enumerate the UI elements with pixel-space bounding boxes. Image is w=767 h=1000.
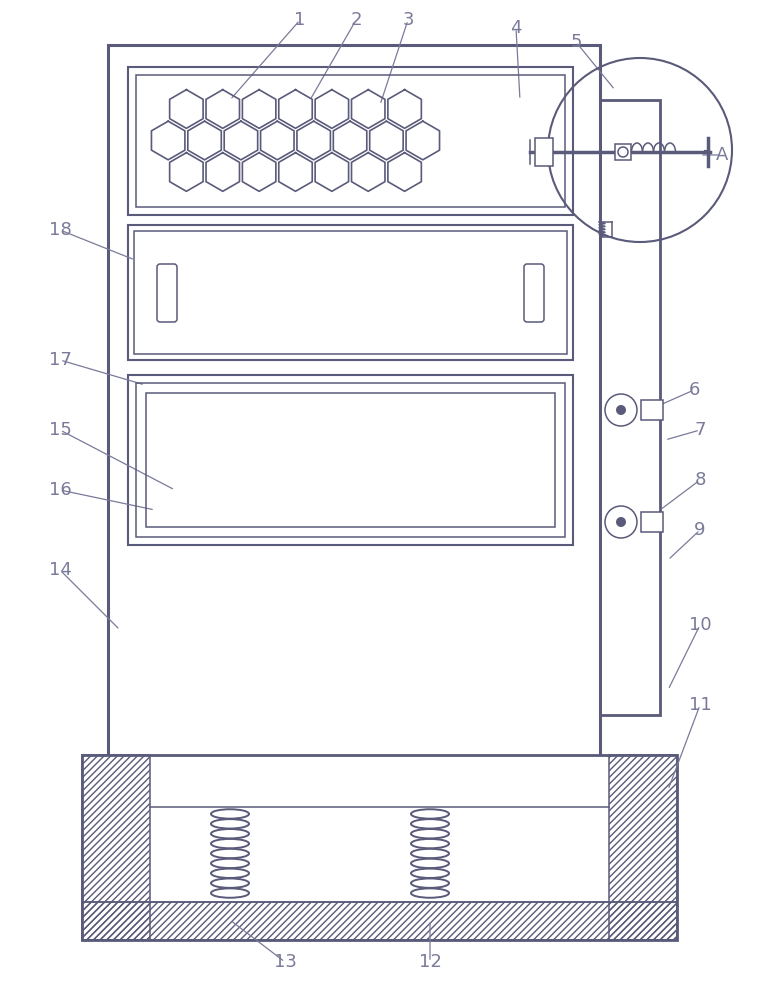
Bar: [641, 512, 663, 532]
Bar: [82, 902, 677, 940]
Bar: [641, 400, 663, 420]
Text: 1: 1: [295, 11, 306, 29]
Bar: [134, 231, 567, 354]
Text: A: A: [716, 146, 728, 164]
Bar: [136, 383, 565, 537]
Bar: [128, 375, 573, 545]
Text: 7: 7: [694, 421, 706, 439]
Text: 11: 11: [689, 696, 711, 714]
Text: 10: 10: [689, 616, 711, 634]
Bar: [82, 755, 677, 940]
Text: 13: 13: [274, 953, 296, 971]
Bar: [615, 144, 631, 160]
Text: 5: 5: [570, 33, 581, 51]
Text: 17: 17: [48, 351, 71, 369]
Bar: [609, 755, 677, 940]
Text: 6: 6: [688, 381, 700, 399]
Bar: [136, 75, 565, 207]
Bar: [82, 755, 150, 940]
Bar: [600, 100, 660, 715]
Circle shape: [616, 405, 626, 415]
FancyBboxPatch shape: [157, 264, 177, 322]
Text: 8: 8: [694, 471, 706, 489]
Text: 4: 4: [510, 19, 522, 37]
Bar: [128, 225, 573, 360]
Text: 18: 18: [48, 221, 71, 239]
Text: 15: 15: [48, 421, 71, 439]
Circle shape: [616, 517, 626, 527]
Bar: [535, 138, 553, 166]
Bar: [128, 67, 573, 215]
Text: 9: 9: [694, 521, 706, 539]
Text: 2: 2: [351, 11, 362, 29]
Text: 16: 16: [48, 481, 71, 499]
Text: 3: 3: [402, 11, 413, 29]
Bar: [146, 393, 555, 527]
FancyBboxPatch shape: [524, 264, 544, 322]
Text: 14: 14: [48, 561, 71, 579]
Bar: [108, 45, 600, 765]
Text: 12: 12: [419, 953, 442, 971]
